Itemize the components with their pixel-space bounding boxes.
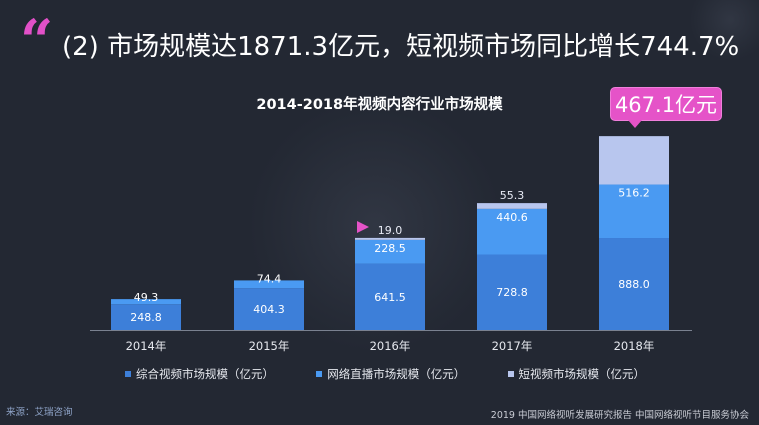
quote-icon: “ [20,7,54,75]
x-tick-label: 2014年 [126,339,167,353]
legend-label: 短视频市场规模（亿元） [518,367,646,381]
legend-swatch [507,371,514,377]
x-tick-label: 2017年 [492,339,533,353]
bar-segment [477,208,547,255]
legend-swatch [316,371,323,377]
bar-segment [111,299,181,305]
data-label: 516.2 [618,187,650,200]
bar-segment [234,280,304,289]
callout-pointer [628,120,642,128]
legend-label: 综合视频市场规模（亿元） [136,367,274,381]
bar-segment [477,254,547,330]
pointer-arrow-icon [357,221,369,233]
legend-label: 网络直播市场规模（亿元） [327,367,466,381]
data-label: 440.6 [496,211,528,224]
bar-segment [599,238,669,330]
total-callout: 467.1亿元 [611,88,721,120]
data-label: 19.0 [378,224,403,237]
data-label: 55.3 [500,189,525,202]
data-label: 888.0 [618,278,650,291]
bar-segment [355,239,425,264]
bar-segment [234,288,304,330]
x-tick-label: 2015年 [249,339,290,353]
data-label: 404.3 [253,303,285,316]
legend-swatch [125,371,131,377]
bar-segment [599,136,669,185]
legend-item-general-video: 综合视频市场规模（亿元） [125,366,274,382]
bar-segment [477,203,547,209]
data-label: 74.4 [257,272,282,285]
chart-legend: 综合视频市场规模（亿元） 网络直播市场规模（亿元） 短视频市场规模（亿元） [125,366,645,382]
bar-segment [599,184,669,239]
chart-title: 2014-2018年视频内容行业市场规模 [256,97,503,113]
legend-item-live-streaming: 网络直播市场规模（亿元） [316,366,465,382]
report-footer: 2019 中国网络视听发展研究报告 中国网络视听节目服务协会 [490,410,749,421]
x-tick-label: 2018年 [614,339,655,353]
bar-segment [111,304,181,330]
legend-item-short-video: 短视频市场规模（亿元） [507,366,646,382]
x-tick-label: 2016年 [370,339,411,353]
slide-headline: (2) 市场规模达1871.3亿元，短视频市场同比增长744.7% [62,32,740,62]
bar-segment [355,263,425,330]
data-label: 248.8 [130,311,162,324]
source-note: 来源：艾瑞咨询 [6,407,73,418]
data-label: 641.5 [374,291,406,304]
data-label: 728.8 [496,286,528,299]
data-label: 49.3 [134,291,159,304]
data-label: 228.5 [374,242,406,255]
bar-segment [355,237,425,240]
